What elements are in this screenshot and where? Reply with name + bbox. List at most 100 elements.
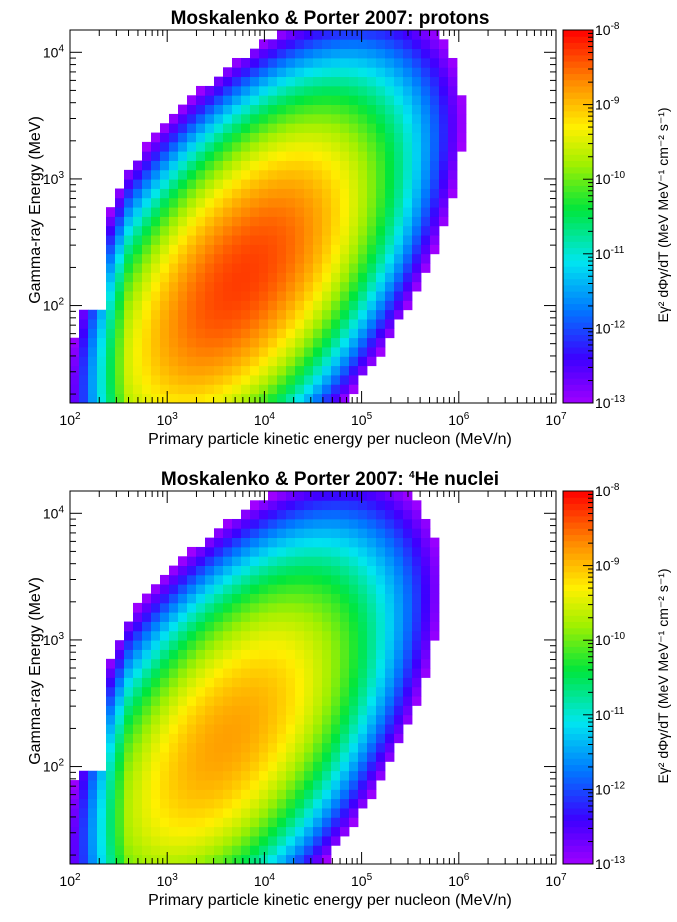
heatmap-cell bbox=[403, 658, 413, 669]
heatmap-cell bbox=[340, 123, 350, 133]
heatmap-cell bbox=[106, 686, 116, 697]
heatmap-cell bbox=[223, 113, 233, 124]
heatmap-cell bbox=[214, 207, 224, 217]
heatmap-cell bbox=[232, 518, 242, 529]
colorbar-swatch bbox=[563, 303, 593, 311]
heatmap-cell bbox=[322, 733, 332, 744]
heatmap-cell bbox=[304, 593, 314, 604]
heatmap-cell bbox=[169, 253, 179, 264]
heatmap-cell bbox=[286, 30, 296, 40]
heatmap-cell bbox=[205, 677, 215, 688]
heatmap-cell bbox=[142, 705, 152, 716]
heatmap-cell bbox=[277, 123, 287, 133]
heatmap-cell bbox=[223, 393, 233, 404]
heatmap-cell bbox=[376, 761, 386, 772]
heatmap-cell bbox=[259, 141, 269, 152]
heatmap-cell bbox=[412, 574, 422, 585]
heatmap-cell bbox=[286, 668, 296, 678]
heatmap-cell bbox=[304, 151, 314, 161]
heatmap-cell bbox=[196, 207, 206, 217]
heatmap-cell bbox=[241, 714, 251, 725]
heatmap-cell bbox=[304, 319, 314, 329]
heatmap-cell bbox=[448, 85, 458, 96]
colorbar-tick-label: 10-10 bbox=[595, 631, 625, 648]
heatmap-cell bbox=[412, 207, 422, 217]
heatmap-cell bbox=[349, 612, 359, 622]
heatmap-cell bbox=[187, 309, 197, 320]
heatmap-cell bbox=[259, 537, 269, 548]
colorbar-swatch bbox=[563, 204, 593, 211]
heatmap-cell bbox=[412, 188, 422, 199]
heatmap-cell bbox=[340, 30, 350, 40]
heatmap-cell bbox=[259, 742, 269, 753]
colorbar-swatch bbox=[563, 98, 593, 106]
heatmap-cell bbox=[439, 169, 449, 180]
colorbar-tick-label: 10-8 bbox=[595, 21, 620, 38]
heatmap-cell bbox=[241, 640, 251, 650]
heatmap-cell bbox=[349, 151, 359, 161]
heatmap-cell bbox=[313, 491, 323, 501]
heatmap-cell bbox=[367, 658, 377, 669]
heatmap-cell bbox=[358, 95, 368, 105]
heatmap-cell bbox=[412, 39, 422, 50]
heatmap-cell bbox=[133, 235, 143, 245]
heatmap-cell bbox=[385, 705, 395, 716]
heatmap-cell bbox=[169, 375, 179, 385]
heatmap-cell bbox=[160, 621, 170, 632]
heatmap-cell bbox=[430, 621, 440, 632]
heatmap-cell bbox=[268, 789, 278, 800]
heatmap-cell bbox=[169, 160, 179, 171]
heatmap-cell bbox=[268, 752, 278, 762]
heatmap-cell bbox=[259, 85, 269, 96]
heatmap-cell bbox=[205, 761, 215, 772]
heatmap-cell bbox=[70, 826, 80, 837]
heatmap-cell bbox=[205, 817, 215, 828]
heatmap-cell bbox=[268, 216, 278, 227]
heatmap-cell bbox=[421, 518, 431, 529]
heatmap-cell bbox=[106, 789, 116, 800]
heatmap-cell bbox=[169, 780, 179, 790]
heatmap-cell bbox=[340, 789, 350, 800]
heatmap-cell bbox=[313, 39, 323, 50]
heatmap-cell bbox=[106, 658, 116, 669]
heatmap-cell bbox=[214, 309, 224, 320]
heatmap-cell bbox=[304, 574, 314, 585]
heatmap-cell bbox=[223, 658, 233, 669]
heatmap-cell bbox=[376, 337, 386, 348]
heatmap-cell bbox=[151, 169, 161, 180]
heatmap-cell bbox=[160, 263, 170, 273]
heatmap-cell bbox=[223, 76, 233, 87]
heatmap-cell bbox=[187, 365, 197, 376]
heatmap-cell bbox=[286, 356, 296, 367]
heatmap-cell bbox=[349, 39, 359, 50]
heatmap-cell bbox=[205, 365, 215, 376]
heatmap-cell bbox=[367, 584, 377, 594]
heatmap-cell bbox=[394, 67, 404, 78]
heatmap-cell bbox=[160, 253, 170, 264]
heatmap-cell bbox=[142, 169, 152, 180]
heatmap-cell bbox=[169, 649, 179, 660]
heatmap-cell bbox=[169, 752, 179, 762]
heatmap-cell bbox=[385, 500, 395, 511]
heatmap-cell bbox=[133, 668, 143, 678]
heatmap-cell bbox=[223, 705, 233, 716]
heatmap-cell bbox=[349, 291, 359, 301]
heatmap-cell bbox=[196, 836, 206, 846]
heatmap-cell bbox=[322, 393, 332, 404]
heatmap-cell bbox=[313, 169, 323, 180]
heatmap-cell bbox=[331, 826, 341, 837]
heatmap-cell bbox=[421, 621, 431, 632]
heatmap-cell bbox=[313, 742, 323, 753]
heatmap-cell bbox=[259, 169, 269, 180]
heatmap-cell bbox=[349, 356, 359, 367]
heatmap-cell bbox=[223, 169, 233, 180]
heatmap-cell bbox=[160, 384, 170, 395]
heatmap-cell bbox=[259, 207, 269, 217]
heatmap-cell bbox=[295, 630, 305, 641]
heatmap-cell bbox=[232, 584, 242, 594]
heatmap-cell bbox=[250, 104, 260, 115]
heatmap-cell bbox=[430, 225, 440, 236]
heatmap-cell bbox=[313, 705, 323, 716]
heatmap-cell bbox=[313, 393, 323, 404]
heatmap-cell bbox=[241, 197, 251, 208]
